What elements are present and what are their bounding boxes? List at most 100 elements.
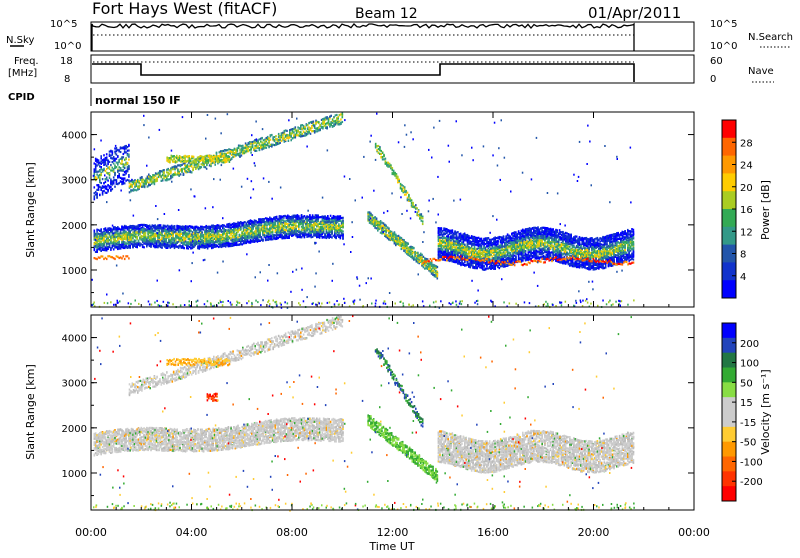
power-data-cell <box>266 239 268 241</box>
power-data-cell <box>372 216 374 218</box>
power-data-cell <box>124 226 126 228</box>
power-data-cell <box>464 244 466 246</box>
power-data-cell <box>441 234 443 236</box>
power-data-cell <box>286 217 288 219</box>
power-data-cell <box>337 227 339 229</box>
power-data-cell <box>416 252 418 254</box>
power-data-cell <box>452 245 454 247</box>
power-data-cell <box>118 235 120 237</box>
power-data-cell <box>291 218 293 220</box>
power-data-cell <box>246 222 248 224</box>
power-data-cell <box>254 221 256 223</box>
power-data-cell <box>208 232 210 234</box>
power-data-cell <box>102 244 104 246</box>
power-data-cell <box>388 238 390 240</box>
power-data-cell <box>276 232 278 234</box>
power-data-cell <box>200 236 202 238</box>
power-data-cell <box>301 228 303 230</box>
power-data-cell <box>453 240 455 242</box>
power-data-cell <box>259 240 261 242</box>
power-data-cell <box>306 228 308 230</box>
power-data-cell <box>138 231 140 233</box>
power-data-cell <box>181 226 183 228</box>
power-data-cell <box>153 233 155 235</box>
power-data-cell <box>149 239 151 241</box>
power-data-cell <box>301 219 303 221</box>
power-data-cell <box>188 236 190 238</box>
power-data-cell <box>222 233 224 235</box>
power-data-cell <box>185 225 187 227</box>
power-data-cell <box>147 243 149 245</box>
power-data-cell <box>120 238 122 240</box>
power-data-cell <box>275 234 277 236</box>
power-data-cell <box>457 242 459 244</box>
power-data-cell <box>472 243 474 245</box>
power-data-cell <box>120 245 122 247</box>
power-data-cell <box>230 243 232 245</box>
power-data-cell <box>395 243 397 245</box>
power-data-cell <box>293 222 295 224</box>
power-data-cell <box>407 243 409 245</box>
power-data-cell <box>171 232 173 234</box>
power-data-cell <box>181 245 183 247</box>
power-data-cell <box>181 237 183 239</box>
power-data-cell <box>207 241 209 243</box>
power-data-cell <box>186 247 188 249</box>
power-data-cell <box>170 235 172 237</box>
nsearch-tick-top: 10^5 <box>710 19 737 30</box>
power-data-cell <box>96 246 98 248</box>
power-data-cell <box>172 231 174 233</box>
power-data-cell <box>275 237 277 239</box>
power-data-cell <box>291 230 293 232</box>
power-data-cell <box>239 222 241 224</box>
nsearch-label: N.Search <box>748 32 793 43</box>
power-data-cell <box>125 226 127 228</box>
power-data-cell <box>305 230 307 232</box>
power-data-cell <box>445 251 447 253</box>
power-data-cell <box>156 240 158 242</box>
power-data-cell <box>214 238 216 240</box>
power-data-cell <box>312 230 314 232</box>
power-data-cell <box>102 237 104 239</box>
power-data-cell <box>96 233 98 235</box>
power-data-cell <box>196 243 198 245</box>
power-data-cell <box>447 234 449 236</box>
power-data-cell <box>241 232 243 234</box>
power-data-cell <box>229 245 231 247</box>
power-data-cell <box>293 216 295 218</box>
power-data-cell <box>176 233 178 235</box>
power-data-cell <box>272 218 274 220</box>
power-data-cell <box>163 237 165 239</box>
power-data-cell <box>302 234 304 236</box>
power-data-cell <box>452 242 454 244</box>
power-data-cell <box>308 216 310 218</box>
power-data-cell <box>107 237 109 239</box>
power-data-cell <box>208 227 210 229</box>
power-data-cell <box>248 227 250 229</box>
nave-tick-top: 60 <box>710 56 723 67</box>
power-data-cell <box>120 228 122 230</box>
freq-label-line2: [MHz] <box>8 68 37 79</box>
power-data-cell <box>160 239 162 241</box>
power-data-cell <box>223 232 225 234</box>
power-data-cell <box>438 243 440 245</box>
power-data-cell <box>333 216 335 218</box>
power-data-cell <box>218 233 220 235</box>
power-data-cell <box>112 236 114 238</box>
power-data-cell <box>454 254 456 256</box>
power-data-cell <box>194 232 196 234</box>
power-data-cell <box>266 219 268 221</box>
power-data-cell <box>181 239 183 241</box>
power-data-cell <box>281 236 283 238</box>
power-data-cell <box>257 233 259 235</box>
power-data-cell <box>439 254 441 256</box>
power-data-cell <box>194 229 196 231</box>
power-data-cell <box>291 224 293 226</box>
power-data-cell <box>328 228 330 230</box>
power-data-cell <box>170 247 172 249</box>
power-data-cell <box>103 243 105 245</box>
power-data-cell <box>385 236 387 238</box>
power-data-cell <box>410 248 412 250</box>
power-data-cell <box>471 254 473 256</box>
power-data-cell <box>268 239 270 241</box>
